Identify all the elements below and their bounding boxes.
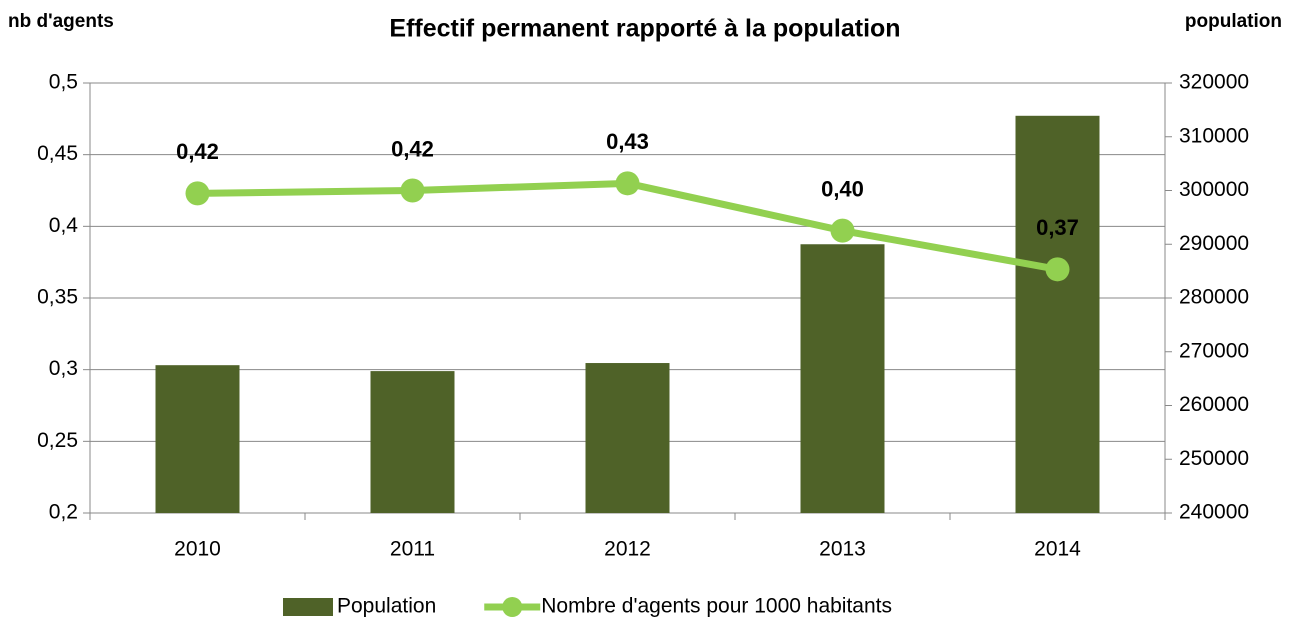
data-label: 0,42 (391, 136, 434, 161)
y-tick-label: 0,5 (49, 71, 78, 94)
legend-label: Population (337, 595, 436, 618)
y-tick-label: 0,25 (37, 429, 78, 452)
y-tick-label: 0,45 (37, 142, 78, 165)
marker (615, 171, 640, 196)
y2-tick-label: 260000 (1179, 393, 1249, 416)
y-tick-label: 0,35 (37, 286, 78, 309)
x-tick-label: 2012 (604, 538, 651, 561)
legend-swatch (283, 598, 333, 616)
y2-tick-label: 300000 (1179, 178, 1249, 201)
y2-tick-label: 290000 (1179, 232, 1249, 255)
marker (830, 218, 855, 243)
bar (370, 371, 455, 513)
y2-tick-label: 280000 (1179, 286, 1249, 309)
x-tick-label: 2013 (819, 538, 866, 561)
x-tick-label: 2014 (1034, 538, 1081, 561)
bar (1015, 115, 1100, 513)
y2-axis-label: population (1185, 11, 1282, 32)
y-axis-label: nb d'agents (8, 11, 114, 32)
y2-tick-label: 320000 (1179, 71, 1249, 94)
bar (155, 365, 240, 513)
marker (400, 178, 425, 203)
legend-label: Nombre d'agents pour 1000 habitants (541, 595, 892, 618)
data-label: 0,43 (606, 129, 649, 154)
y-tick-label: 0,3 (49, 357, 78, 380)
legend-swatch (502, 597, 523, 617)
marker (185, 181, 210, 206)
x-tick-label: 2011 (390, 538, 435, 561)
y2-tick-label: 240000 (1179, 501, 1249, 524)
data-label: 0,37 (1036, 215, 1079, 240)
bar (585, 363, 670, 513)
data-label: 0,40 (821, 176, 864, 201)
chart-title: Effectif permanent rapporté à la populat… (389, 15, 900, 43)
y-tick-label: 0,4 (49, 214, 79, 237)
marker (1045, 257, 1070, 282)
y2-tick-label: 310000 (1179, 124, 1249, 147)
data-label: 0,42 (176, 139, 219, 164)
y2-tick-label: 250000 (1179, 447, 1249, 470)
y-tick-label: 0,2 (49, 501, 78, 524)
x-tick-label: 2010 (174, 538, 221, 561)
bar (800, 244, 885, 513)
y2-tick-label: 270000 (1179, 339, 1249, 362)
